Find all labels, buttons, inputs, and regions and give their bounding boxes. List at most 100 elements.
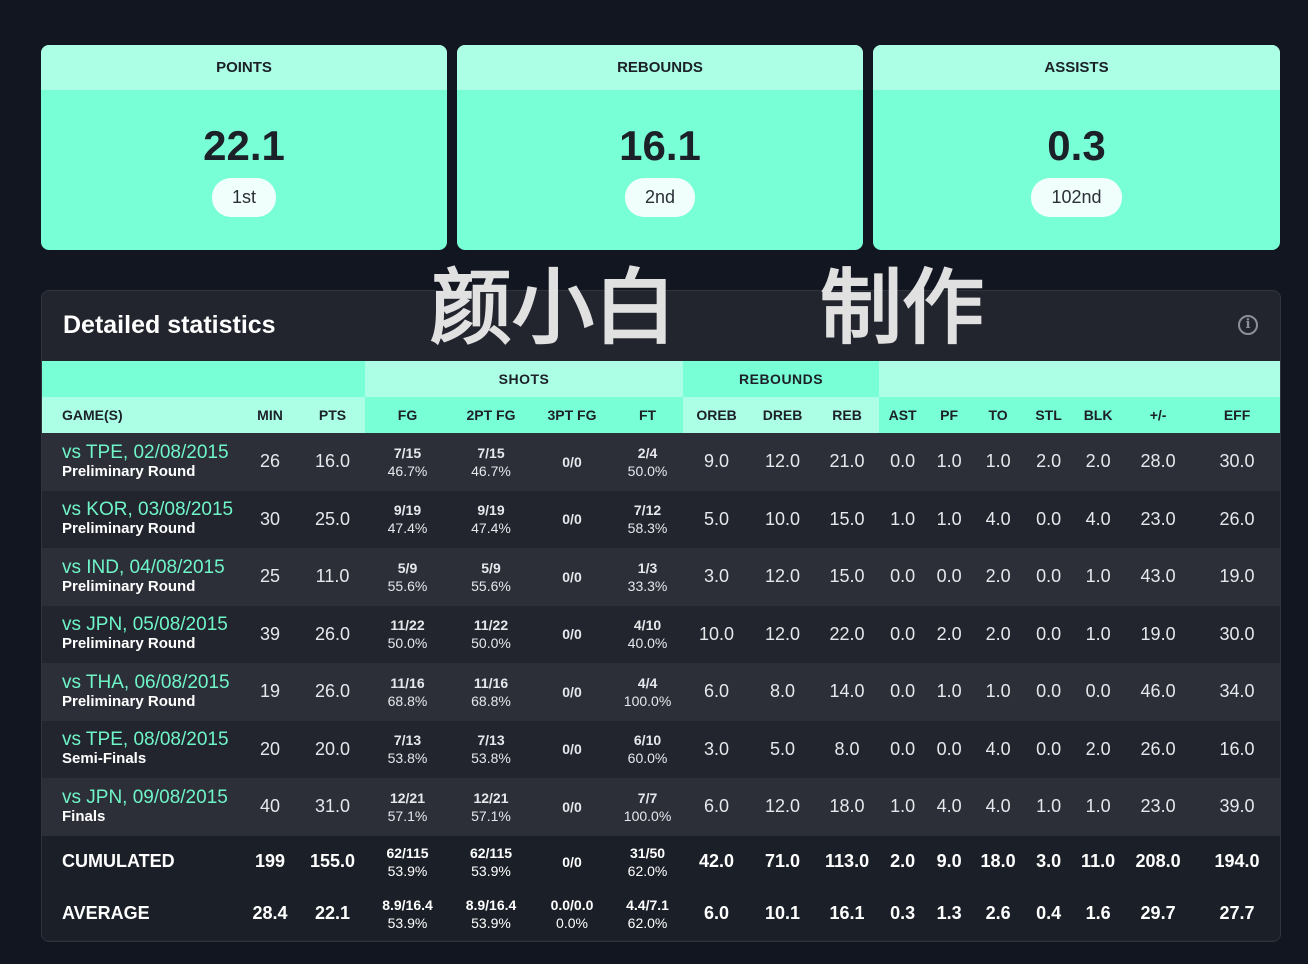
card-value: 0.3 [1047,122,1106,169]
shot-made-attempted: 0.0/0.0 [550,896,594,913]
shot-made-attempted: 12/21 [473,789,509,806]
table-row: vs KOR, 03/08/2015 Preliminary Round 30 25.… [42,490,1280,549]
column-header[interactable]: 3PT FG [532,397,612,433]
game-link[interactable]: vs IND, 04/08/2015 [62,556,225,578]
game-link[interactable]: vs JPN, 05/08/2015 [62,614,228,636]
shot-cell: 9/19 47.4% [365,491,450,549]
column-header[interactable]: MIN [240,397,300,433]
stat-cell: 16.1 [829,903,865,923]
column-header[interactable]: DREB [750,397,816,433]
column-header[interactable]: AST [879,397,927,433]
game-cell: vs TPE, 08/08/2015 Semi-Finals [42,721,240,779]
shot-made-attempted: 0/0 [562,511,582,528]
stat-cell: 2.0 [985,566,1011,587]
column-header[interactable]: BLK [1073,397,1124,433]
min-cell: 25 [259,566,281,587]
shot-made-attempted: 7/15 [477,444,505,461]
shot-cell: 7/15 46.7% [365,433,450,491]
stat-cell: 10.0 [765,508,801,529]
column-header[interactable]: PF [926,397,973,433]
column-header[interactable]: STL [1024,397,1074,433]
stat-cell: 1.0 [890,796,916,817]
card-label: REBOUNDS [457,45,863,90]
column-header[interactable]: 2PT FG [450,397,532,433]
shot-made-attempted: 6/10 [633,732,662,749]
shot-percentage: 50.0% [627,462,668,479]
stat-cell: 2.0 [1085,451,1111,472]
stat-cell: 4.0 [985,508,1011,529]
shot-percentage: 46.7% [471,462,511,479]
column-group-header [42,361,365,397]
game-round: Preliminary Round [62,520,196,538]
stat-cell: 0.0 [890,738,916,759]
stat-cell: 23.0 [1140,796,1176,817]
stat-cell: 12.0 [765,796,801,817]
stat-cell: 19.0 [1219,566,1255,587]
shot-cell: 12/21 57.1% [450,778,532,836]
game-cell: vs THA, 06/08/2015 Preliminary Round [42,663,240,721]
shot-percentage: 50.0% [471,635,511,652]
table-row: vs TPE, 02/08/2015 Preliminary Round 26 16.… [42,433,1280,491]
stat-cell: 0.0 [1085,681,1111,702]
info-circle-icon[interactable]: i [1238,315,1258,335]
stat-cell: 34.0 [1219,681,1255,702]
column-header[interactable]: FT [612,397,684,433]
stat-cell: 12.0 [765,623,801,644]
shot-percentage: 33.3% [627,577,668,594]
rank-badge: 2nd [624,178,696,217]
rebounds-card: REBOUNDS 16.1 2nd [457,45,863,250]
column-header[interactable]: EFF [1193,397,1280,433]
shot-cell: 7/7 100.0% [612,778,683,836]
column-header[interactable]: GAME(S) [42,397,240,433]
shot-made-attempted: 31/50 [630,844,666,861]
shot-percentage: 53.8% [471,750,511,767]
stat-cell: 2.0 [1085,738,1111,759]
stat-cell: 11.0 [1081,851,1116,871]
min-cell: 39 [259,623,281,644]
shot-percentage: 60.0% [627,750,668,767]
stat-cell: 18.0 [829,796,865,817]
stat-cell: 2.0 [1036,451,1062,472]
stat-cell: 1.0 [1085,796,1111,817]
shot-cell: 4/10 40.0% [612,606,683,664]
stat-cell: 0.0 [1036,681,1062,702]
game-link[interactable]: vs KOR, 03/08/2015 [62,499,234,521]
shot-made-attempted: 8.9/16.4 [382,896,433,913]
shot-made-attempted: 7/7 [637,789,658,806]
shot-made-attempted: 0/0 [562,741,582,758]
stat-cell: 1.6 [1085,903,1111,923]
shot-made-attempted: 7/13 [477,732,505,749]
summary-cards: POINTS 22.1 1st REBOUNDS 16.1 2nd ASSIST… [41,45,1280,250]
shot-cell: 8.9/16.4 53.9% [365,888,450,940]
column-header[interactable]: PTS [300,397,365,433]
shot-made-attempted: 11/22 [390,617,425,634]
shot-cell: 9/19 47.4% [450,491,532,549]
game-round: Preliminary Round [62,462,196,480]
shot-cell: 0/0 [532,663,612,721]
stat-cell: 0.0 [890,451,916,472]
shot-made-attempted: 12/21 [389,789,426,806]
stat-cell: 2.0 [890,851,916,871]
game-link[interactable]: vs TPE, 02/08/2015 [62,441,229,463]
column-header[interactable]: REB [815,397,880,433]
game-cell: vs JPN, 05/08/2015 Preliminary Round [42,606,240,664]
stat-cell: 28.0 [1140,451,1176,472]
stat-cell: 208.0 [1135,851,1181,871]
stat-cell: 46.0 [1140,681,1176,702]
column-header-row: GAME(S) MIN PTS FG 2PT FG 3PT FG FT OREB DREB REB… [42,397,1280,433]
column-header[interactable]: FG [365,397,450,433]
column-header[interactable]: OREB [683,397,751,433]
game-link[interactable]: vs TPE, 08/08/2015 [62,729,229,751]
game-cell: vs JPN, 09/08/2015 Finals [42,778,240,836]
game-link[interactable]: vs JPN, 09/08/2015 [62,786,228,808]
game-link[interactable]: vs THA, 06/08/2015 [62,671,230,693]
shot-cell: 4.4/7.1 62.0% [612,888,683,940]
shot-percentage: 58.3% [627,520,668,537]
pts-cell: 22.1 [314,903,351,923]
column-header[interactable]: +/- [1123,397,1194,433]
table-row: vs IND, 04/08/2015 Preliminary Round 25 11.… [42,548,1280,606]
shot-percentage: 47.4% [387,520,428,537]
stat-cell: 39.0 [1219,796,1255,817]
column-header[interactable]: TO [972,397,1025,433]
stat-cell: 0.0 [936,738,962,759]
